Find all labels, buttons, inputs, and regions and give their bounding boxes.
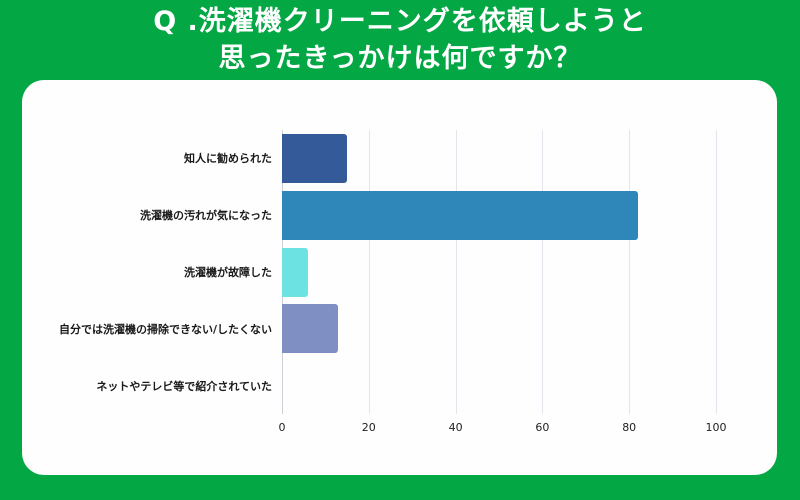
bar xyxy=(282,133,348,183)
x-tick-label: 80 xyxy=(622,421,637,434)
bar xyxy=(282,190,638,240)
gridline xyxy=(368,130,370,414)
bar xyxy=(282,304,339,354)
x-tick-label: 60 xyxy=(535,421,550,434)
x-tick-label: 0 xyxy=(278,421,286,434)
category-label: 自分では洗濯機の掃除できない/したくない xyxy=(58,322,272,336)
title-line-2: 思ったきっかけは何ですか？ xyxy=(218,43,582,74)
title-line-1: Q .洗濯機クリーニングを依頼しようと xyxy=(153,6,647,37)
chart-title: Q .洗濯機クリーニングを依頼しようと 思ったきっかけは何ですか？ xyxy=(0,0,800,77)
chart-card xyxy=(22,80,777,475)
category-label: 洗濯機が故障した xyxy=(184,266,272,279)
gridline xyxy=(542,130,544,414)
gridline xyxy=(455,130,457,414)
category-label: ネットやテレビ等で紹介されていた xyxy=(96,379,272,393)
gridline xyxy=(716,130,717,414)
category-label: 洗濯機の汚れが気になった xyxy=(140,209,272,223)
gridline xyxy=(629,130,631,414)
category-label: 知人に勧められた xyxy=(184,152,272,166)
x-tick-label: 40 xyxy=(448,421,463,434)
x-tick-label: 20 xyxy=(361,421,376,434)
bar xyxy=(282,247,309,297)
plot-area xyxy=(282,130,717,414)
x-tick-label: 100 xyxy=(705,421,727,434)
